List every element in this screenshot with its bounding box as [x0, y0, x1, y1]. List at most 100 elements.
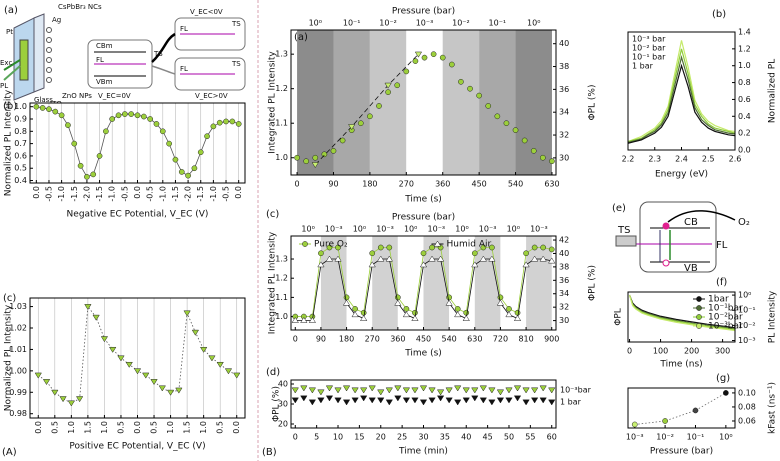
point — [133, 368, 142, 375]
point — [476, 92, 482, 99]
ts-box — [615, 235, 637, 247]
pressure-band — [500, 236, 527, 330]
point — [436, 395, 445, 402]
x-tick-label: 0 — [295, 180, 300, 189]
label: FL — [716, 240, 728, 251]
x-tick-label: 0.0 — [234, 186, 243, 199]
point — [308, 399, 317, 406]
point — [115, 112, 122, 119]
y2-tick-label: 10⁻³ — [738, 336, 756, 345]
y-tick-label: 1.00 — [9, 366, 27, 375]
label: FL — [180, 25, 188, 33]
x-tick-label: 0.5 — [116, 421, 125, 434]
y2-tick-label: 10⁻¹ — [738, 306, 756, 315]
x-tick-label: 180 — [362, 180, 377, 189]
y2-tick-label: 0.10 — [738, 388, 756, 397]
point — [505, 311, 513, 318]
point — [377, 255, 385, 262]
point — [445, 299, 453, 306]
electron — [662, 222, 670, 230]
point — [34, 372, 42, 379]
y-tick-label: 1.03 — [9, 302, 27, 311]
x-tick-label: -2.0 — [82, 186, 91, 202]
y2-tick-label: 10⁰ — [738, 291, 751, 300]
y2-tick-label: 30 — [559, 316, 569, 325]
legend-label: 1bar — [708, 295, 729, 305]
plot-frame — [29, 102, 246, 184]
point — [439, 54, 446, 61]
x-tick-label: 5 — [314, 433, 319, 442]
x-tick-label: 0.5 — [216, 421, 225, 434]
x-tick-label: 720 — [493, 335, 508, 344]
point — [503, 120, 510, 127]
top-category: 10⁻³ — [479, 225, 497, 234]
point — [539, 385, 547, 392]
y2-tick-label: 32 — [559, 303, 569, 312]
x-tick-label: 10⁰ — [719, 433, 732, 442]
point — [325, 255, 334, 262]
x-tick-label: 180 — [339, 335, 354, 344]
x-tick-label: 0 — [293, 433, 298, 442]
legend-label: 10⁻²bar — [708, 313, 743, 323]
y-tick-label: 0.9 — [14, 115, 27, 124]
x-tick-label: 60 — [547, 433, 557, 442]
x-axis-label: Time (s) — [404, 349, 442, 359]
plot-frame — [627, 31, 736, 151]
point — [351, 397, 359, 404]
x-tick-label: 10⁻² — [656, 433, 674, 442]
point — [411, 387, 419, 394]
y2-tick-label: 36 — [559, 85, 569, 94]
point — [96, 153, 103, 159]
point — [166, 389, 175, 396]
plot-frame — [290, 379, 557, 429]
point — [402, 311, 411, 318]
top-category: 10⁻¹ — [489, 19, 507, 28]
point — [175, 387, 183, 394]
point — [548, 246, 555, 253]
legend-marker — [696, 314, 702, 320]
y2-tick-label: 38 — [559, 62, 569, 71]
pressure-band — [346, 236, 373, 330]
x-axis-label: Positive EC Potential, V_EC (V) — [69, 442, 205, 452]
x-tick-label: -1.0 — [108, 186, 117, 202]
label: O₂ — [738, 217, 750, 228]
point — [539, 397, 547, 404]
series-line — [627, 48, 736, 143]
ito — [33, 13, 45, 93]
point — [330, 147, 337, 154]
point — [411, 397, 419, 404]
legend-marker — [433, 240, 442, 247]
legend-marker — [696, 305, 702, 311]
point — [335, 244, 341, 251]
point — [631, 421, 638, 428]
point — [191, 329, 200, 336]
np — [46, 37, 52, 43]
point — [548, 257, 556, 264]
point — [342, 299, 351, 306]
x-tick-label: 35 — [440, 433, 450, 442]
y2-tick-label: 0.6 — [738, 95, 751, 104]
point — [386, 244, 393, 251]
band-box — [639, 201, 717, 273]
point — [369, 250, 376, 257]
point — [402, 387, 411, 394]
point — [430, 51, 437, 58]
point — [530, 255, 539, 262]
point — [351, 311, 359, 318]
point — [512, 127, 519, 133]
point — [77, 162, 84, 169]
point — [153, 121, 160, 127]
point — [445, 397, 453, 404]
point — [471, 395, 479, 402]
y-tick-label: 30 — [278, 400, 288, 409]
x-tick-label: 25 — [397, 433, 407, 442]
x-tick-label: 50 — [504, 433, 514, 442]
label: TS — [153, 50, 163, 58]
x-tick-label: 270 — [399, 180, 414, 189]
plot-frame — [290, 29, 557, 176]
y-tick-label: 1.3 — [275, 50, 288, 59]
point — [488, 387, 496, 394]
x-tick-label: 630 — [467, 335, 482, 344]
x-axis-label: Time (min) — [398, 447, 448, 457]
point — [505, 397, 513, 404]
